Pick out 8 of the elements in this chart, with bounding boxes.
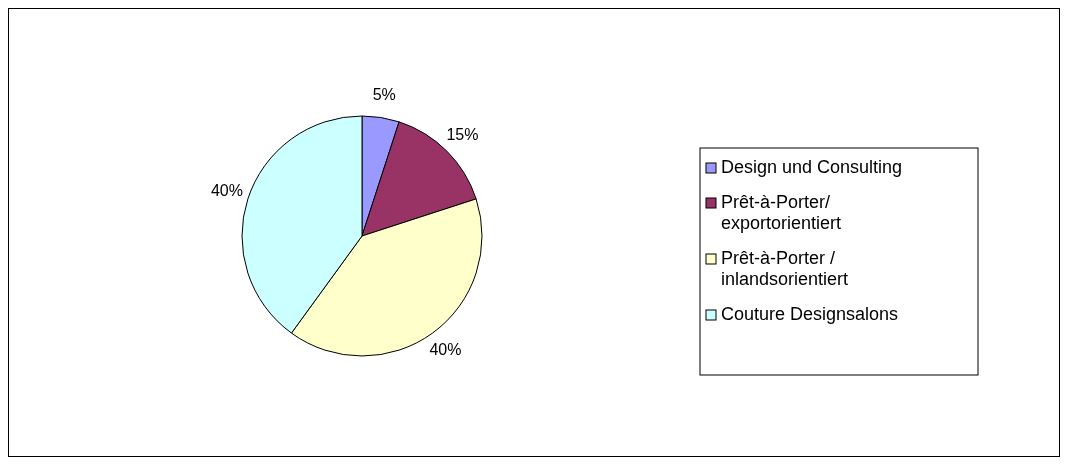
data-label: 40% xyxy=(429,341,462,359)
legend-label: Prêt-à-Porter/ exportorientiert xyxy=(721,191,842,233)
data-label: 15% xyxy=(446,125,479,143)
data-label: 5% xyxy=(372,85,396,103)
legend-label: Couture Designsalons xyxy=(721,303,899,324)
legend-label: Prêt-à-Porter / inlandsorientiert xyxy=(721,247,849,289)
data-label: 40% xyxy=(210,182,243,200)
legend-label: Design und Consulting xyxy=(721,156,903,177)
